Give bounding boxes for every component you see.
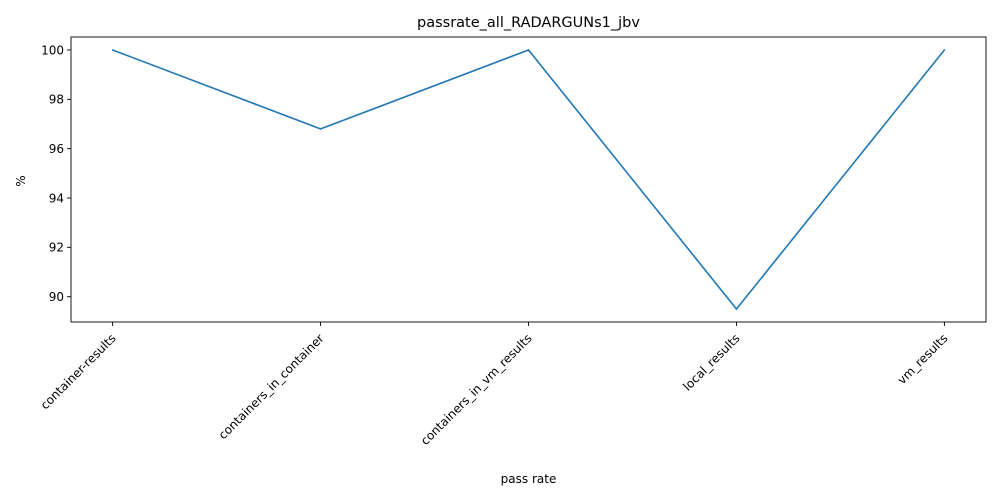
x-tick-label: containers_in_vm_results [418,331,535,448]
y-tick-label: 100 [41,43,64,57]
data-point-3 [735,308,738,310]
y-tick-label: 94 [49,191,64,205]
data-point-4 [943,49,946,51]
chart-title: passrate_all_RADARGUNs1_jbv [417,15,640,31]
y-tick-label: 96 [49,142,64,156]
y-tick-label: 98 [49,93,64,107]
data-point-1 [319,128,322,130]
x-tick-label: vm_results [895,331,951,387]
x-tick-label: local_results [680,331,742,393]
y-axis-label: % [14,175,28,186]
plot-frame [70,36,987,323]
y-tick-label: 92 [49,241,64,255]
x-tick-label: container-results [38,331,119,412]
series-line-0 [112,49,946,310]
data-point-2 [527,49,530,51]
y-tick-label: 90 [49,290,64,304]
x-tick-label: containers_in_container [216,331,327,442]
data-point-0 [111,49,114,51]
x-axis-label: pass rate [501,472,557,486]
